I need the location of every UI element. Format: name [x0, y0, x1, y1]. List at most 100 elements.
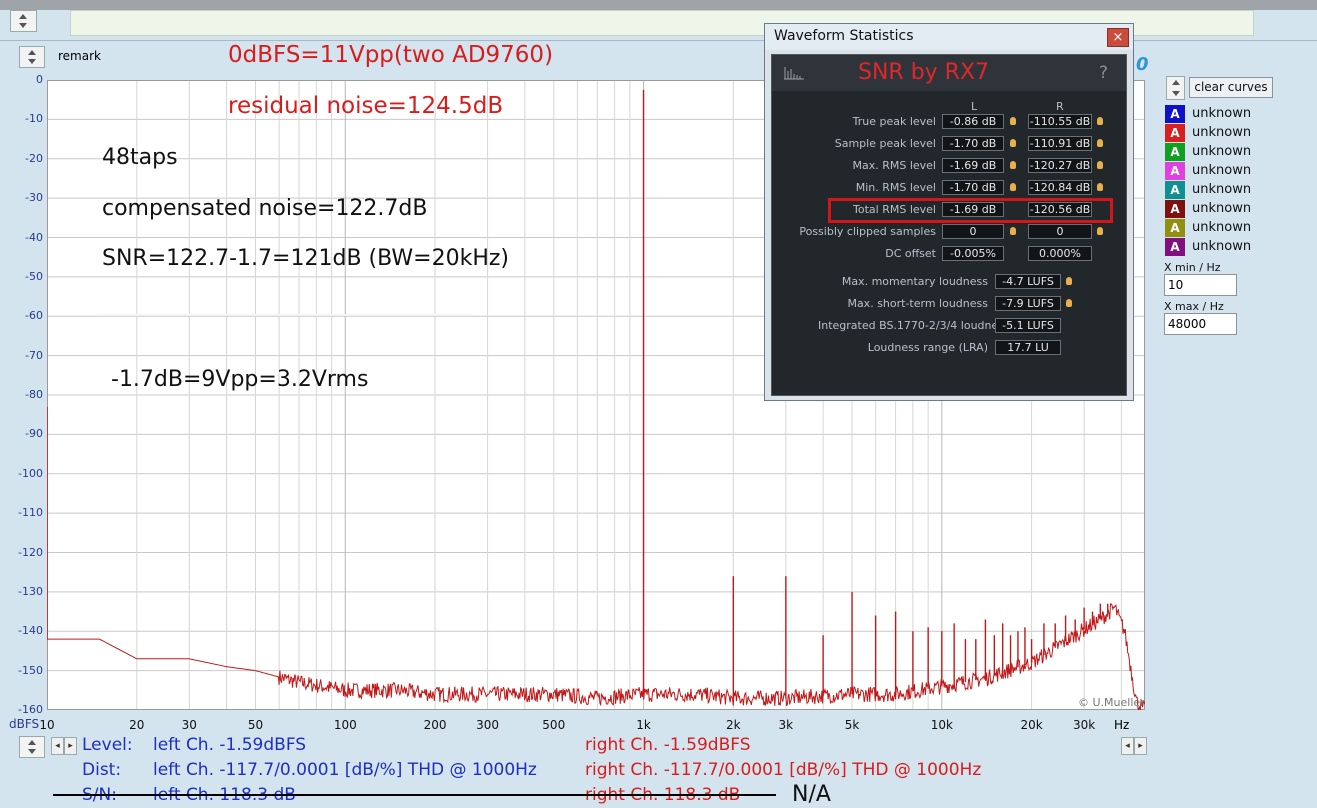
- indicator-bulb-icon: [1010, 117, 1016, 125]
- indicator-bulb-icon: [1097, 139, 1103, 147]
- curve-swatch-icon[interactable]: A: [1165, 238, 1185, 256]
- x-tick-label: 1k: [636, 718, 651, 732]
- level-label: Level:: [82, 735, 133, 755]
- annotation-compensated-noise: compensated noise=122.7dB: [102, 196, 428, 221]
- xmin-input[interactable]: 10: [1164, 274, 1237, 296]
- stat-label: Sample peak level: [834, 137, 936, 150]
- curve-swatch-icon[interactable]: A: [1165, 181, 1185, 199]
- down-arrow-icon[interactable]: [19, 23, 27, 28]
- remark-spinner[interactable]: [19, 46, 45, 68]
- stat-value-right: -120.27 dB: [1028, 158, 1092, 173]
- scroll-left-icon[interactable]: ◂: [51, 737, 64, 755]
- stat-value-right: -120.84 dB: [1028, 180, 1092, 195]
- y-tick-label: -140: [18, 624, 43, 638]
- x-tick-label: 100: [333, 718, 357, 732]
- y-tick-label: -40: [25, 230, 43, 244]
- y-tick-label: -50: [25, 269, 43, 283]
- stat-value-right: -120.56 dB: [1028, 202, 1092, 217]
- indicator-bulb-icon: [1097, 183, 1103, 191]
- y-tick-label: -160: [18, 703, 43, 716]
- x-tick-label: 500: [542, 718, 566, 732]
- readout-spinner[interactable]: [19, 736, 45, 758]
- close-icon[interactable]: ×: [1107, 28, 1129, 47]
- annotation-snr: SNR=122.7-1.7=121dB (BW=20kHz): [102, 246, 510, 271]
- dist-left: left Ch. -117.7/0.0001 [dB/%] THD @ 1000…: [153, 760, 537, 780]
- indicator-bulb-icon: [1097, 161, 1103, 169]
- curve-swatch-icon[interactable]: A: [1165, 124, 1185, 142]
- y-tick-label: -90: [25, 427, 43, 441]
- y-tick-label: -10: [25, 112, 43, 126]
- scroll-left-icon[interactable]: ◂: [1121, 737, 1134, 755]
- x-tick-label: 300: [476, 718, 500, 732]
- scroll-right-icon[interactable]: ▸: [64, 737, 77, 755]
- x-tick-label: 20: [129, 718, 145, 732]
- up-arrow-icon[interactable]: [28, 50, 36, 55]
- level-right: right Ch. -1.59dBFS: [585, 735, 751, 755]
- stat-value-left: -1.69 dB: [942, 202, 1004, 217]
- down-arrow-icon[interactable]: [28, 749, 36, 754]
- remark-label: remark: [58, 49, 101, 63]
- curve-swatch-icon[interactable]: A: [1165, 143, 1185, 161]
- col-header-right: R: [1056, 100, 1064, 113]
- x-tick-label: 10k: [930, 718, 953, 732]
- curves-spinner[interactable]: [1166, 76, 1185, 100]
- clear-curves-button[interactable]: clear curves: [1189, 77, 1273, 98]
- stat-value-left: -1.70 dB: [942, 180, 1004, 195]
- y-tick-label: -150: [18, 663, 43, 677]
- legend-label: unknown: [1192, 106, 1252, 121]
- x-tick-label: 30: [181, 718, 197, 732]
- loudness-label: Max. momentary loudness: [841, 275, 988, 288]
- dist-right: right Ch. -117.7/0.0001 [dB/%] THD @ 100…: [585, 760, 982, 780]
- up-arrow-icon[interactable]: [1172, 80, 1180, 85]
- down-arrow-icon[interactable]: [1172, 91, 1180, 96]
- y-tick-label: -130: [18, 584, 43, 598]
- loudness-label: Max. short-term loudness: [847, 297, 988, 310]
- y-tick-label: -110: [18, 506, 43, 520]
- curve-swatch-icon[interactable]: A: [1165, 219, 1185, 237]
- curve-swatch-icon[interactable]: A: [1165, 200, 1185, 218]
- xmin-label: X min / Hz: [1164, 261, 1221, 274]
- curve-swatch-icon[interactable]: A: [1165, 105, 1185, 123]
- indicator-bulb-icon: [1097, 117, 1103, 125]
- legend-label: unknown: [1192, 125, 1252, 140]
- top-spinner[interactable]: [10, 10, 37, 32]
- indicator-bulb-icon: [1010, 161, 1016, 169]
- loudness-label: Loudness range (LRA): [867, 341, 988, 354]
- scroll-right-icon[interactable]: ▸: [1134, 737, 1147, 755]
- stat-value-left: -1.69 dB: [942, 158, 1004, 173]
- indicator-bulb-icon: [1010, 183, 1016, 191]
- total-rms-highlight: [828, 198, 1113, 223]
- col-header-left: L: [971, 100, 978, 113]
- dist-label: Dist:: [82, 760, 122, 780]
- loudness-value: 17.7 LU: [995, 340, 1061, 355]
- x-tick-label: 20k: [1020, 718, 1043, 732]
- stat-value-right: -110.91 dB: [1028, 136, 1092, 151]
- down-arrow-icon[interactable]: [28, 59, 36, 64]
- curve-swatch-icon[interactable]: A: [1165, 162, 1185, 180]
- meter-logo-icon: [784, 67, 804, 80]
- legend-label: unknown: [1192, 239, 1252, 254]
- strike-line: [53, 794, 776, 796]
- stats-titlebar[interactable]: Waveform Statistics ×: [765, 24, 1133, 50]
- stats-header: SNR by RX7 ?: [772, 55, 1126, 91]
- watermark: © U.Mueller: [1078, 696, 1145, 709]
- stat-value-left: 0: [942, 224, 1004, 239]
- annotation-fullscale: 0dBFS=11Vpp(two AD9760): [228, 42, 554, 68]
- stats-title: Waveform Statistics: [774, 28, 914, 44]
- up-arrow-icon[interactable]: [19, 14, 27, 19]
- indicator-bulb-icon: [1066, 277, 1072, 285]
- help-icon[interactable]: ?: [1099, 63, 1109, 83]
- up-arrow-icon[interactable]: [28, 740, 36, 745]
- xmax-input[interactable]: 48000: [1164, 313, 1237, 335]
- loudness-value: -4.7 LUFS: [995, 274, 1061, 289]
- x-tick-label: 5k: [844, 718, 860, 732]
- stat-value-left: -0.86 dB: [942, 114, 1004, 129]
